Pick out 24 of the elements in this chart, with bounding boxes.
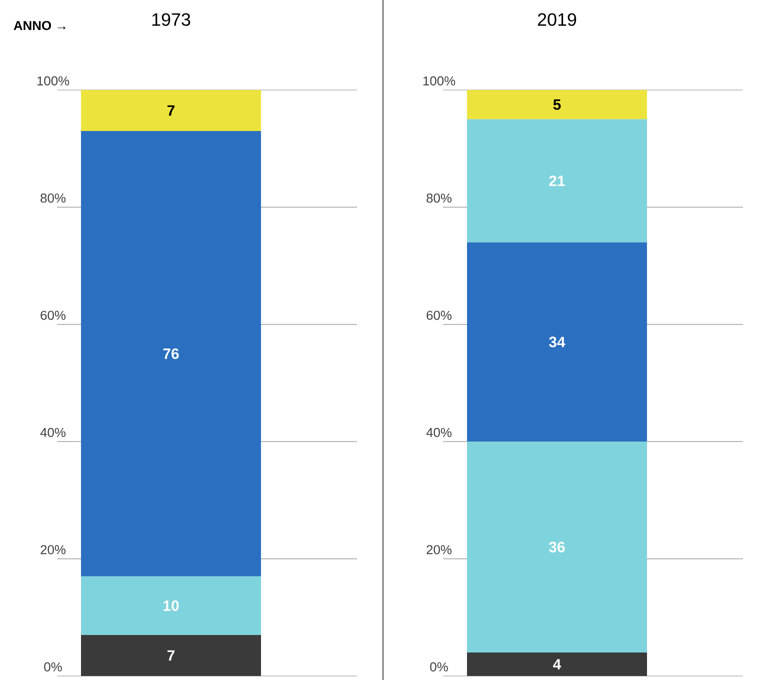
y-tick-label: 0% [44, 662, 62, 672]
data-label: 7 [167, 650, 174, 661]
data-label: 5 [553, 99, 561, 110]
chart-title: 2019 [538, 13, 576, 26]
data-label: 76 [163, 348, 179, 359]
data-label: 21 [549, 176, 565, 186]
y-tick-label: 60% [40, 310, 66, 320]
y-tick-label: 20% [426, 545, 452, 554]
y-tick-label: 40% [40, 428, 66, 438]
y-tick-label: 80% [40, 194, 66, 203]
y-tick-label: 0% [430, 662, 448, 672]
data-label: 34 [549, 336, 566, 348]
data-label: 10 [164, 600, 179, 611]
data-label: 4 [553, 659, 562, 670]
y-tick-label: 80% [426, 194, 452, 203]
y-tick-label: 60% [426, 310, 452, 320]
chart-title: 1973 [152, 13, 190, 26]
y-tick-label: 100% [37, 76, 70, 86]
y-tick-label: 100% [423, 76, 456, 86]
text: ANNO → [14, 20, 66, 30]
data-label: 7 [167, 105, 174, 116]
y-tick-label: 20% [40, 545, 66, 554]
y-tick-label: 40% [426, 428, 452, 438]
data-label: 36 [549, 542, 565, 552]
